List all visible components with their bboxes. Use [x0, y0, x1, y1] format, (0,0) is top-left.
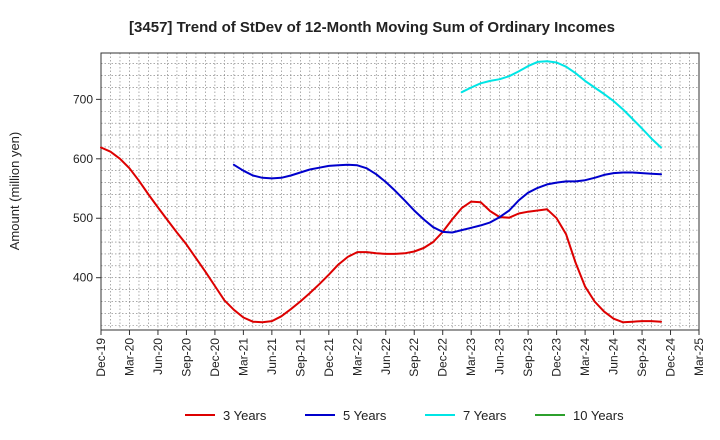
- legend-label: 10 Years: [573, 408, 624, 423]
- series-lines: [100, 60, 662, 324]
- x-axis: Dec-19 Mar-20 Jun-20 Sep-20 Dec-20 Mar-21 Jun-…: [94, 330, 706, 377]
- x-tick-label: Dec-24: [664, 338, 678, 377]
- x-tick-label: Jun-24: [607, 338, 621, 375]
- plot-frame: [100, 52, 700, 331]
- legend: 3 Years 5 Years 7 Years 10 Years: [185, 408, 624, 423]
- y-tick-label: 400: [73, 271, 93, 285]
- legend-label: 7 Years: [463, 408, 507, 423]
- x-tick-label: Dec-23: [550, 338, 564, 377]
- chart-title: [3457] Trend of StDev of 12-Month Moving…: [129, 19, 615, 36]
- y-axis: 400 500 600 700: [73, 92, 101, 285]
- x-tick-label: Mar-25: [692, 338, 706, 376]
- legend-label: 3 Years: [223, 408, 267, 423]
- y-axis-label: Amount (million yen): [7, 132, 22, 251]
- series-line-5-years: [232, 163, 662, 234]
- x-tick-label: Dec-22: [436, 338, 450, 377]
- x-tick-label: Jun-20: [151, 338, 165, 375]
- x-tick-label: Mar-22: [350, 338, 364, 376]
- x-tick-label: Sep-20: [179, 338, 193, 377]
- x-tick-label: Mar-24: [578, 338, 592, 376]
- x-tick-label: Sep-22: [407, 338, 421, 377]
- legend-label: 5 Years: [343, 408, 387, 423]
- series-line-7-years: [460, 60, 662, 149]
- x-tick-label: Dec-21: [322, 338, 336, 377]
- x-tick-label: Mar-21: [236, 338, 250, 376]
- x-tick-label: Jun-21: [265, 338, 279, 375]
- x-tick-label: Sep-21: [293, 338, 307, 377]
- grid: [100, 53, 700, 330]
- x-tick-label: Mar-20: [122, 338, 136, 376]
- x-tick-label: Sep-24: [635, 338, 649, 377]
- x-tick-label: Dec-19: [94, 338, 108, 377]
- x-tick-label: Mar-23: [464, 338, 478, 376]
- x-tick-label: Dec-20: [208, 338, 222, 377]
- y-tick-label: 700: [73, 92, 93, 106]
- x-tick-label: Jun-22: [379, 338, 393, 375]
- series-line-3-years: [100, 146, 662, 324]
- x-tick-label: Sep-23: [521, 338, 535, 377]
- y-tick-label: 500: [73, 211, 93, 225]
- x-tick-label: Jun-23: [493, 338, 507, 375]
- y-tick-label: 600: [73, 152, 93, 166]
